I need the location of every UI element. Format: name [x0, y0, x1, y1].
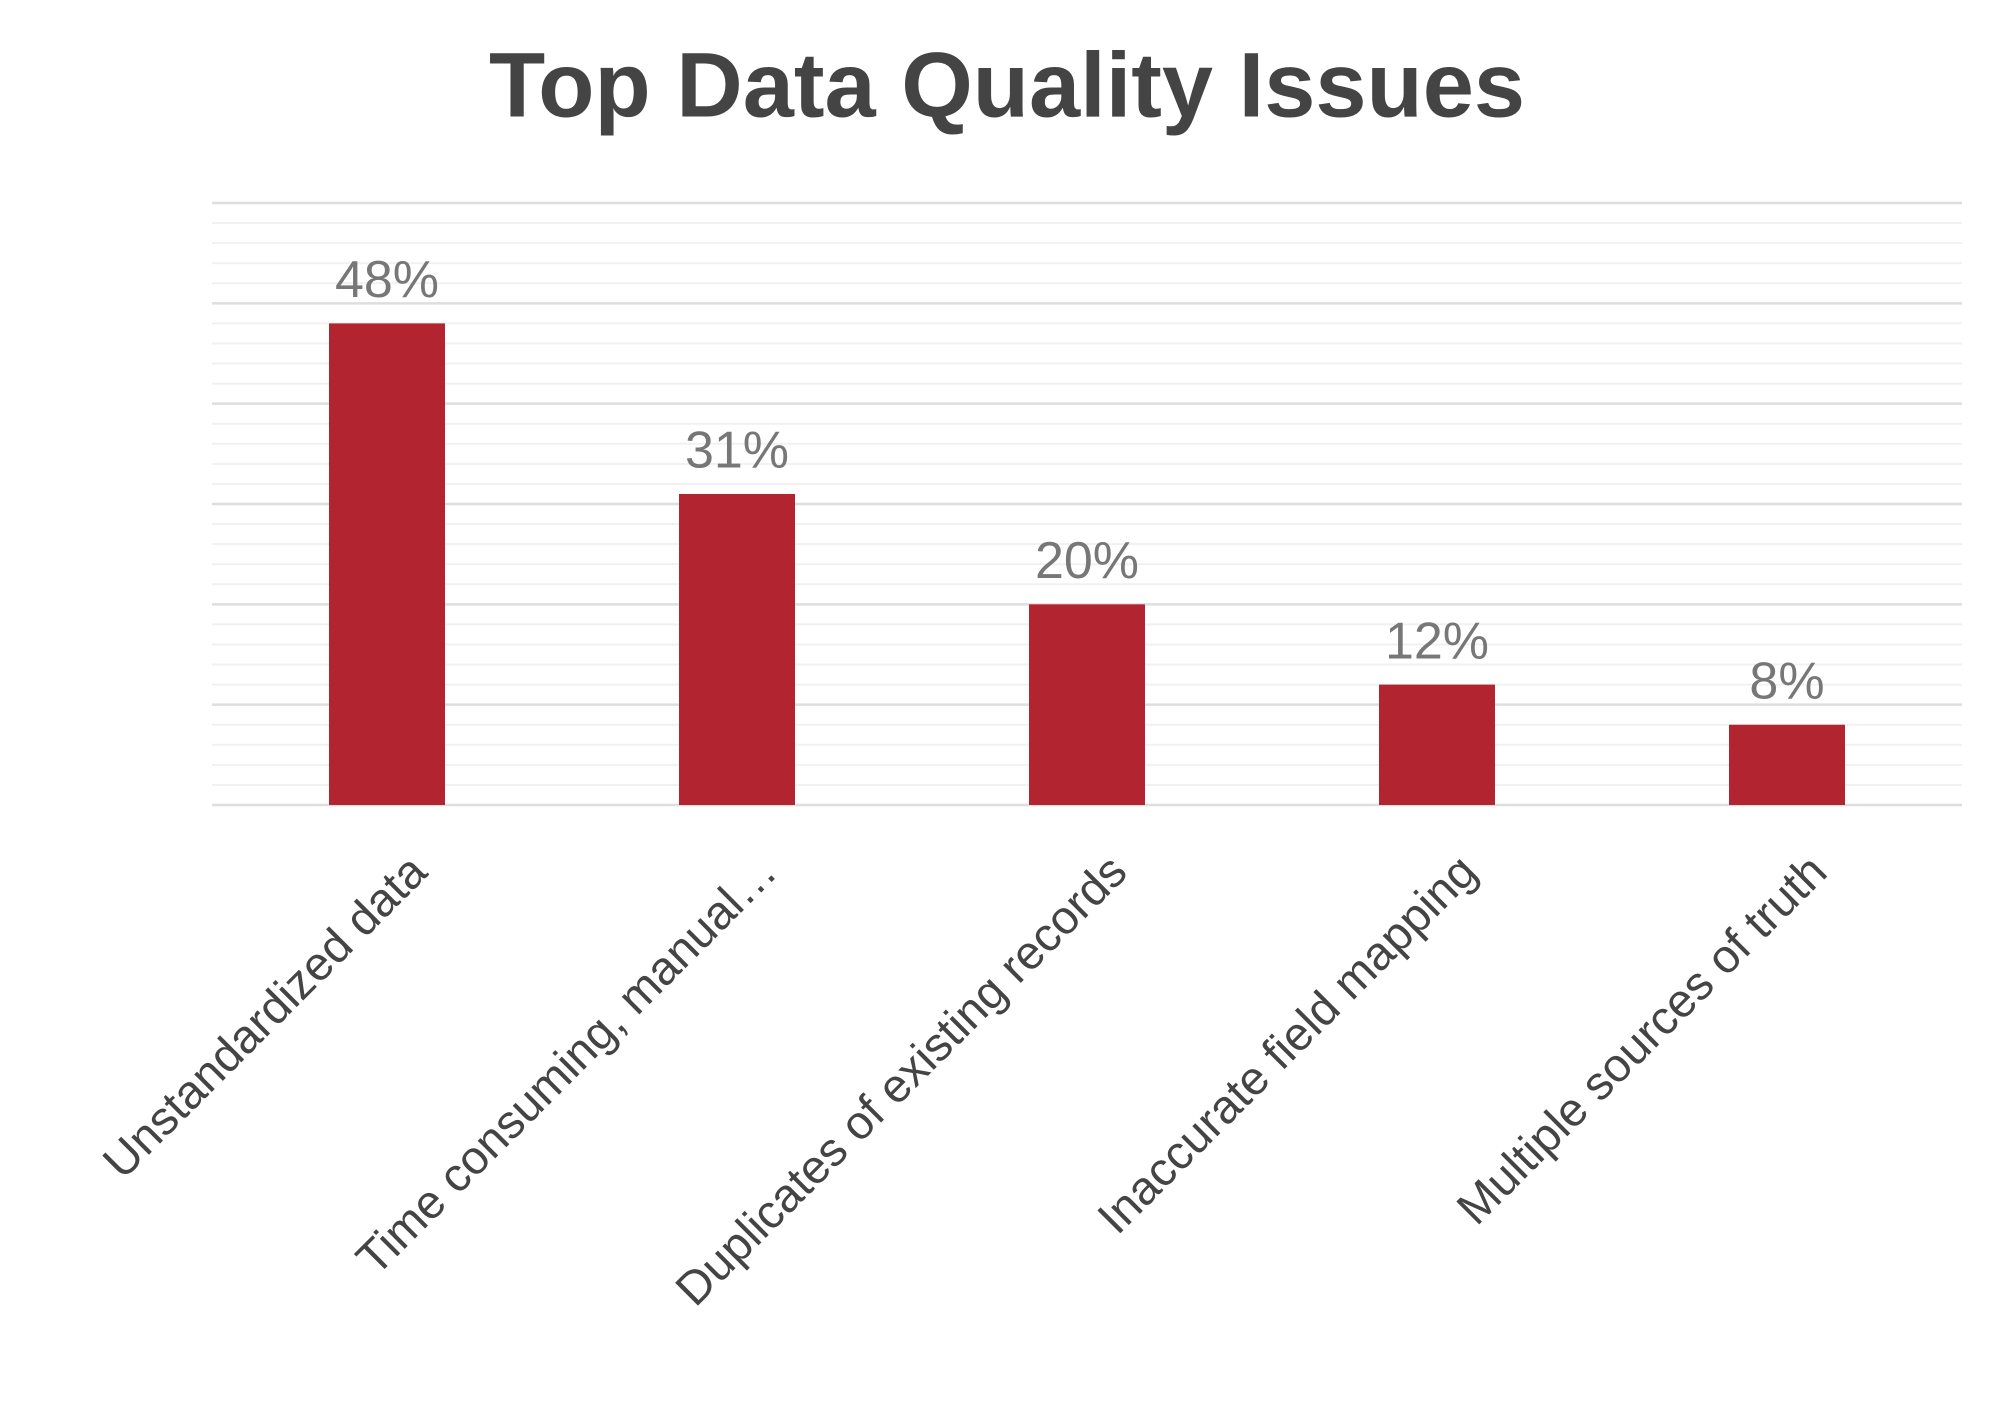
value-label: 48%	[335, 251, 439, 309]
x-tick-label: Unstandardized data	[92, 843, 437, 1188]
bar	[1029, 604, 1145, 805]
x-tick-label: Inaccurate field mapping	[1087, 844, 1487, 1244]
x-tick-label: Multiple sources of truth	[1446, 844, 1836, 1234]
bar	[329, 323, 445, 805]
x-tick-label: Time consuming, manual…	[346, 844, 787, 1285]
value-label: 12%	[1385, 612, 1489, 670]
bar	[679, 493, 795, 805]
value-label: 31%	[685, 422, 789, 480]
bar	[1379, 684, 1495, 805]
chart-title: Top Data Quality Issues	[489, 34, 1525, 136]
bar	[1729, 724, 1845, 805]
value-label: 8%	[1749, 652, 1824, 710]
value-label: 20%	[1035, 532, 1139, 590]
